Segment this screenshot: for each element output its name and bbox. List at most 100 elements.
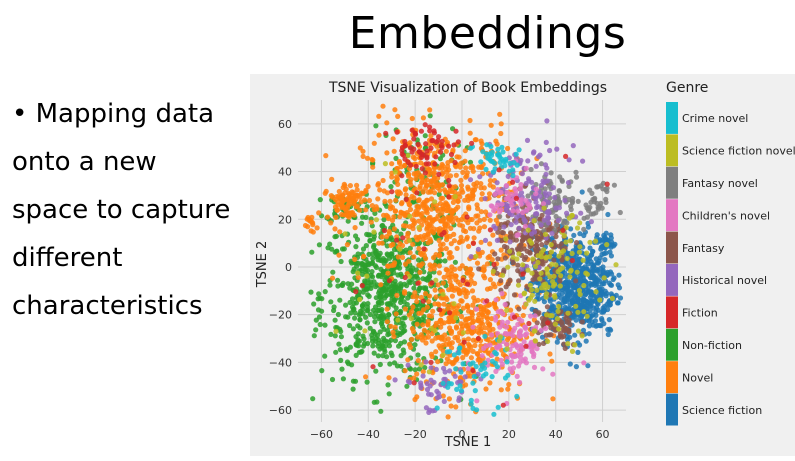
scatter-point [435, 185, 441, 191]
scatter-point [486, 195, 492, 201]
scatter-point [465, 370, 471, 376]
scatter-point [400, 152, 406, 158]
scatter-point [609, 295, 615, 301]
scatter-point [615, 300, 621, 306]
scatter-point [491, 160, 497, 166]
scatter-point [482, 237, 489, 243]
scatter-point [515, 262, 521, 268]
scatter-point [413, 170, 419, 176]
scatter-point [452, 159, 458, 166]
scatter-point [420, 373, 426, 379]
scatter-point [433, 294, 439, 300]
scatter-point [446, 396, 452, 402]
x-tick-label: −60 [310, 428, 333, 441]
scatter-point [573, 303, 579, 309]
scatter-point [415, 334, 421, 340]
scatter-point [353, 352, 359, 358]
scatter-point [527, 223, 534, 229]
scatter-point [378, 320, 384, 327]
scatter-point [375, 181, 382, 187]
scatter-point [574, 269, 580, 275]
scatter-point [400, 249, 406, 255]
scatter-point [409, 269, 415, 275]
scatter-point [409, 336, 415, 342]
scatter-point [342, 231, 348, 237]
scatter-point [436, 171, 442, 177]
scatter-point [451, 352, 457, 358]
scatter-point [463, 265, 469, 271]
scatter-point [513, 151, 519, 157]
scatter-point [563, 239, 569, 245]
scatter-point [515, 268, 521, 274]
scatter-point [467, 130, 473, 136]
scatter-point [367, 325, 373, 331]
scatter-point [566, 306, 572, 312]
scatter-point [315, 307, 322, 313]
scatter-point [458, 298, 464, 304]
scatter-point [487, 227, 493, 233]
scatter-point [486, 191, 493, 197]
scatter-point [469, 330, 475, 336]
scatter-point [353, 233, 359, 239]
scatter-point [503, 236, 509, 242]
legend-label: Fantasy [682, 242, 725, 255]
scatter-point [373, 123, 379, 129]
scatter-point [510, 172, 516, 179]
scatter-point [448, 403, 454, 409]
scatter-point [466, 341, 472, 347]
scatter-point [398, 283, 404, 289]
scatter-point [398, 209, 404, 215]
scatter-point [339, 192, 346, 198]
scatter-point [444, 296, 450, 303]
scatter-point [574, 256, 580, 262]
scatter-point [389, 161, 395, 167]
scatter-point [566, 157, 572, 163]
scatter-point [516, 333, 522, 339]
scatter-point [547, 313, 553, 319]
scatter-point [575, 349, 581, 355]
scatter-point [349, 296, 356, 302]
scatter-point [427, 124, 433, 130]
scatter-point [379, 306, 385, 313]
scatter-point [430, 217, 437, 223]
legend-swatch [666, 264, 678, 296]
scatter-point [545, 199, 551, 205]
scatter-point [558, 273, 564, 279]
scatter-point [337, 297, 343, 303]
scatter-point [543, 294, 549, 300]
scatter-point [588, 211, 594, 217]
scatter-point [551, 293, 558, 299]
scatter-point [500, 311, 506, 317]
scatter-point [392, 324, 398, 330]
scatter-point [504, 189, 510, 196]
scatter-point [413, 163, 419, 169]
legend-label: Science fiction [682, 404, 762, 417]
scatter-point [423, 182, 429, 189]
scatter-point [579, 265, 585, 272]
scatter-point [520, 312, 526, 319]
scatter-point [577, 220, 583, 226]
scatter-point [345, 314, 351, 320]
scatter-point [518, 351, 524, 357]
scatter-point [497, 324, 503, 330]
scatter-point [407, 162, 414, 168]
scatter-point [450, 199, 456, 205]
scatter-point [487, 156, 493, 162]
scatter-point [561, 233, 567, 239]
scatter-point [562, 270, 568, 276]
scatter-point [439, 145, 445, 151]
scatter-point [489, 332, 495, 338]
scatter-point [379, 240, 385, 246]
scatter-point [587, 245, 593, 251]
scatter-point [410, 304, 416, 310]
scatter-point [437, 226, 443, 232]
scatter-point [363, 243, 369, 249]
scatter-point [562, 197, 568, 203]
scatter-point [441, 274, 447, 280]
scatter-point [454, 245, 460, 251]
scatter-point [426, 409, 432, 415]
scatter-point [347, 285, 353, 291]
scatter-point [423, 340, 429, 346]
scatter-point [411, 136, 417, 142]
scatter-point [360, 306, 366, 312]
